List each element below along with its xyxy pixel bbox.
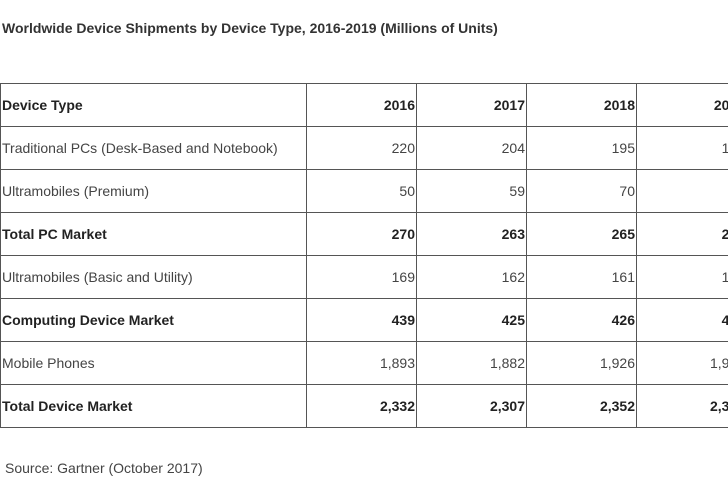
cell-value: 1,932 [636,341,728,385]
cell-value: 220 [306,126,417,170]
device-shipments-table: Device Type 2016 2017 2018 2019 Traditio… [0,83,728,428]
cell-value: 204 [416,126,527,170]
cell-value: 426 [526,298,637,342]
cell-value: 162 [416,255,527,299]
header-device-type: Device Type [0,83,307,127]
cell-value: 269 [636,212,728,256]
cell-value: 160 [636,255,728,299]
cell-value: 1,926 [526,341,637,385]
cell-value: 263 [416,212,527,256]
page-title: Worldwide Device Shipments by Device Typ… [2,20,498,36]
row-label: Traditional PCs (Desk-Based and Notebook… [0,126,307,170]
header-year-2019: 2019 [636,83,728,127]
table-row: Mobile Phones 1,893 1,882 1,926 1,932 [0,341,728,385]
row-label: Total PC Market [0,212,307,256]
cell-value: 50 [306,169,417,213]
cell-value: 2,352 [526,384,637,428]
header-year-2018: 2018 [526,83,637,127]
table-row: Total PC Market 270 263 265 269 [0,212,728,256]
row-label: Ultramobiles (Basic and Utility) [0,255,307,299]
cell-value: 2,332 [306,384,417,428]
header-year-2017: 2017 [416,83,527,127]
cell-value: 265 [526,212,637,256]
cell-value: 1,882 [416,341,527,385]
cell-value: 59 [416,169,527,213]
cell-value: 1,893 [306,341,417,385]
cell-value: 425 [416,298,527,342]
table-header-row: Device Type 2016 2017 2018 2019 [0,83,728,127]
source-note: Source: Gartner (October 2017) [5,460,203,476]
cell-value: 429 [636,298,728,342]
cell-value: 70 [526,169,637,213]
cell-value: 81 [636,169,728,213]
cell-value: 195 [526,126,637,170]
row-label: Mobile Phones [0,341,307,385]
row-label: Ultramobiles (Premium) [0,169,307,213]
table-row: Total Device Market 2,332 2,307 2,352 2,… [0,384,728,428]
row-label: Computing Device Market [0,298,307,342]
table-row: Ultramobiles (Basic and Utility) 169 162… [0,255,728,299]
cell-value: 2,361 [636,384,728,428]
table-row: Ultramobiles (Premium) 50 59 70 81 [0,169,728,213]
cell-value: 188 [636,126,728,170]
cell-value: 270 [306,212,417,256]
cell-value: 2,307 [416,384,527,428]
cell-value: 169 [306,255,417,299]
header-year-2016: 2016 [306,83,417,127]
cell-value: 161 [526,255,637,299]
cell-value: 439 [306,298,417,342]
table-row: Traditional PCs (Desk-Based and Notebook… [0,126,728,170]
table-row: Computing Device Market 439 425 426 429 [0,298,728,342]
row-label: Total Device Market [0,384,307,428]
